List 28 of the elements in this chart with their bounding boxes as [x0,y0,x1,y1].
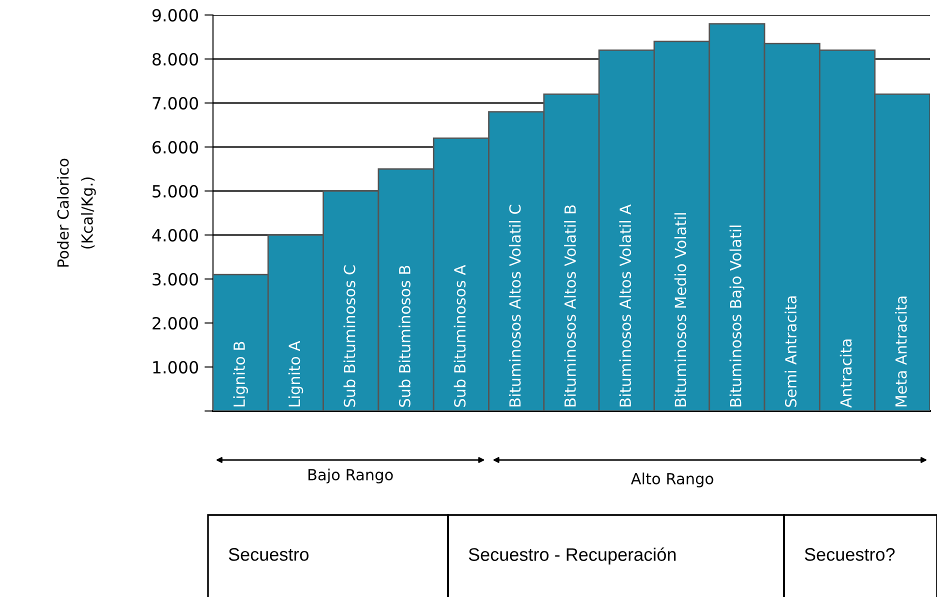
y-tick-label: 5.000 [152,184,198,198]
x-tick-label: Lignito A [288,340,304,406]
x-tick-label: Semi Antracita [784,296,797,407]
x-tick-label: Sub Bituminosos B [398,266,410,407]
x-tick-label: Bituminosos Altos Volatil B [564,205,576,406]
text: Secuestro? [804,548,895,561]
x-tick-label: Bituminosos Bajo Volatil [730,226,744,406]
text: Alto Rango [630,472,714,488]
y-tick-label: 9.000 [152,8,198,22]
y-tick-label: 6.000 [152,140,198,154]
text: Secuestro - Recuperación [468,547,676,565]
y-tick-label: 8.000 [152,52,198,66]
y-tick-label: 3.000 [152,272,198,286]
y-axis-title: Poder Calorico (Kcal/Kg.) [56,158,96,267]
y-tick-label: 1.000 [153,360,198,374]
text: Secuestro [228,548,309,561]
x-tick-label: Bituminosos Altos Volatil A [619,204,632,406]
x-tick-label: Sub Bituminosos A [454,264,466,407]
x-tick-label: Bituminosos Altos Volatil C [508,204,521,406]
text: Bajo Rango [308,468,393,484]
y-tick-label: 7.000 [152,96,198,110]
x-tick-label: Sub Bituminosos C [343,265,356,407]
y-tick-label: 4.000 [152,228,198,242]
x-tick-label: Meta Antracita [895,296,907,406]
x-tick-label: Antracita [840,339,852,408]
y-tick-label: 2.000 [152,316,198,330]
x-tick-label: Lignito B [233,342,248,406]
x-tick-label: Bituminosos Medio Volatil [674,213,686,406]
